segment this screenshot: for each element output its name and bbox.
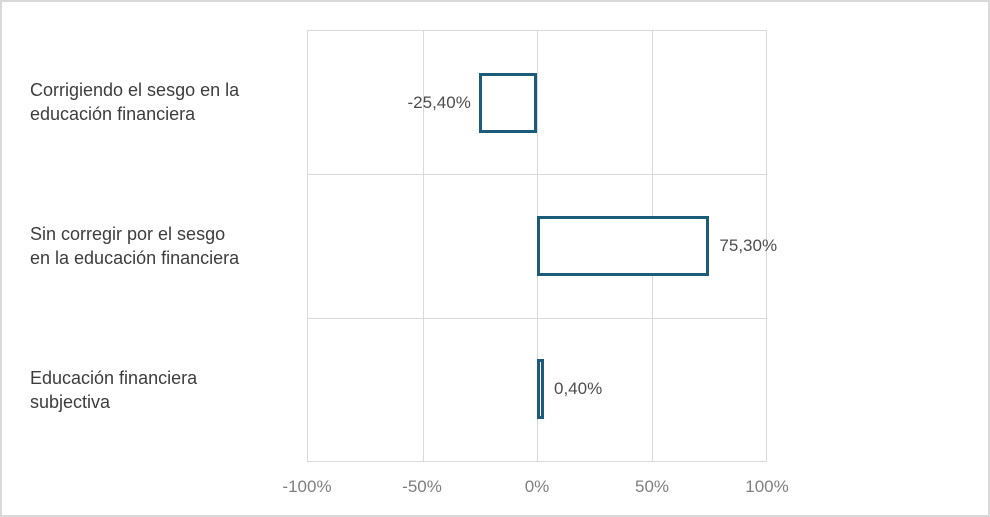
plot-area: -25,40% 75,30% 0,40% (307, 30, 777, 462)
x-tick-label-100: 100% (745, 477, 789, 496)
gridline-horizontal-1 (308, 174, 766, 176)
data-label-1: 75,30% (719, 236, 778, 255)
x-tick-label-0: 0% (524, 477, 550, 496)
gridline-vertical-50neg (422, 31, 424, 461)
bar-0 (478, 72, 537, 133)
bar-1 (537, 216, 710, 276)
x-axis: -100% -50% 0% 50% 100% (282, 477, 788, 498)
category-label-corrigiendo: Corrigiendo el sesgo en la educación fin… (30, 80, 240, 124)
x-tick-label-50: 50% (634, 477, 670, 496)
x-tick-label-neg50: -50% (402, 477, 442, 496)
category-label-educacion-subjectiva: Educación financiera subjectiva (30, 368, 198, 412)
data-label-2: 0,40% (554, 379, 603, 399)
x-tick-label-neg100: -100% (282, 477, 332, 496)
data-label-0: -25,40% (407, 92, 471, 112)
category-axis: Corrigiendo el sesgo en la educación fin… (30, 30, 248, 462)
gridline-horizontal-2 (308, 317, 766, 319)
category-label-sin-corregir: Sin corregir por el sesgo en la educació… (30, 224, 240, 268)
bar-2 (537, 359, 544, 420)
